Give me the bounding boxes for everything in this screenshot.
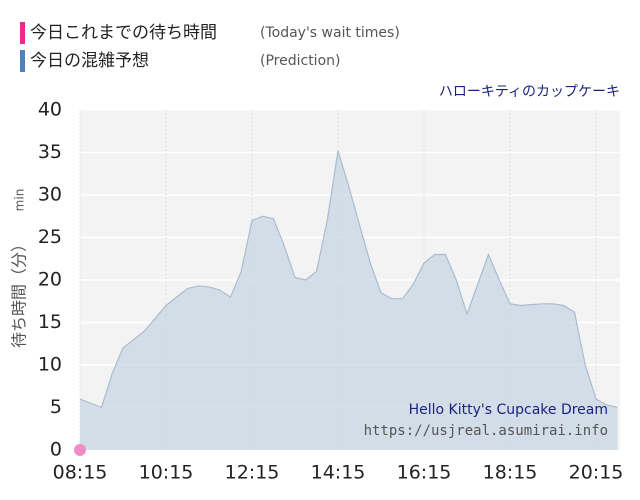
legend-label: 今日の混雑予想 (30, 51, 149, 71)
legend-note: (Prediction) (260, 53, 340, 69)
y-tick-label: 15 (38, 311, 62, 333)
watermark: https://usjreal.asumirai.info (364, 423, 608, 439)
point (74, 444, 86, 456)
y-axis-label: 待ち時間（分） (10, 236, 29, 348)
watermark: Hello Kitty's Cupcake Dream (409, 402, 608, 418)
area-line (79, 150, 618, 409)
legend-swatch (20, 22, 25, 44)
y-tick-label: 5 (50, 396, 62, 418)
y-axis-unit: min (13, 189, 27, 212)
area-fill (80, 150, 618, 451)
y-tick-label: 10 (38, 354, 62, 376)
subtitle: ハローキティのカップケーキ (439, 84, 620, 100)
x-tick-label: 18:15 (483, 462, 538, 484)
legend-note: (Today's wait times) (260, 25, 400, 41)
y-tick-label: 20 (38, 269, 62, 291)
x-tick-label: 14:15 (311, 462, 366, 484)
x-tick-label: 12:15 (225, 462, 280, 484)
y-tick-label: 0 (50, 439, 62, 461)
x-tick-label: 08:15 (53, 462, 108, 484)
y-tick-label: 25 (38, 226, 62, 248)
legend-swatch (20, 50, 25, 72)
y-tick-label: 40 (38, 99, 62, 121)
y-tick-label: 30 (38, 184, 62, 206)
x-tick-label: 10:15 (139, 462, 194, 484)
x-tick-label: 20:15 (569, 462, 624, 484)
legend-label: 今日これまでの待ち時間 (30, 23, 217, 43)
x-tick-label: 16:15 (397, 462, 452, 484)
y-tick-label: 35 (38, 141, 62, 163)
